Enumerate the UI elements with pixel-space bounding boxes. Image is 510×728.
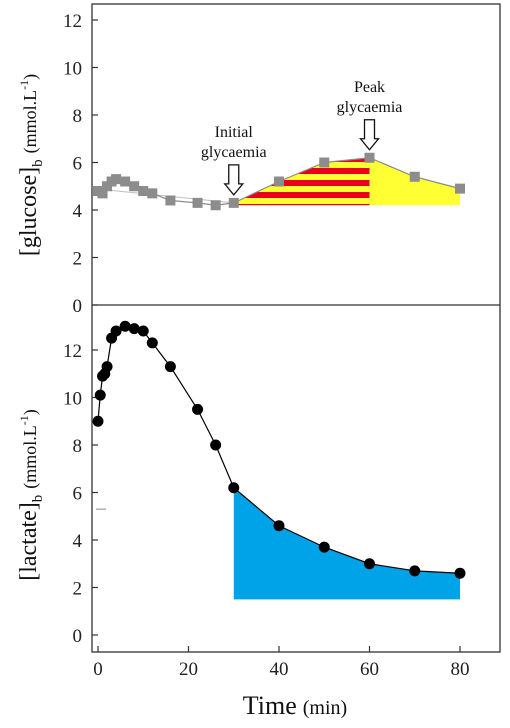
glucose-point (138, 186, 149, 196)
annotation-label-1: glycaemia (337, 99, 403, 116)
lactate-point (273, 520, 285, 532)
annotation-label-1: Peak (354, 79, 385, 96)
lactate-ytick-label: 2 (73, 579, 83, 600)
lactate-point (164, 361, 176, 373)
lactate-ytick-label: 6 (73, 484, 83, 505)
glucose-area-striped (233, 157, 370, 206)
glucose-ytick-label: 6 (73, 154, 83, 175)
lactate-y-axis-title-units: (mmol.L (20, 425, 41, 489)
lactate-panel: 0 2 4 6 8 10 12 0 20 40 60 80 (63, 320, 470, 680)
lactate-y-axis-title-sub: b (30, 495, 46, 503)
glucose-baseline-trend (93, 188, 234, 204)
annotation-arrow-1 (359, 119, 380, 151)
lactate-y-axis-title: [lactate]b (mmol.L-1) (16, 409, 46, 581)
lactate-y-axis-title-units-sup: -1 (17, 415, 31, 425)
lactate-point (137, 325, 149, 337)
glucose-ytick-label: 8 (73, 106, 83, 127)
annotation-arrow-0 (223, 164, 245, 196)
glucose-point (364, 152, 375, 163)
glucose-point (192, 197, 203, 208)
glucose-point (210, 200, 221, 211)
x-axis-title: Time (min) (243, 691, 347, 720)
lactate-point (210, 439, 222, 451)
plot-frame (91, 3, 501, 653)
lactate-ytick-label: 10 (63, 389, 82, 410)
lactate-point (119, 320, 131, 332)
lactate-point (128, 323, 140, 335)
glucose-panel: 0 2 4 6 8 10 12 Initial glycaemia Peak glycaemia (63, 11, 465, 317)
glucose-point (319, 157, 330, 168)
annotation-label-0: glycaemia (201, 144, 267, 161)
glucose-point (455, 183, 465, 194)
glucose-point (97, 188, 108, 199)
x-axis-title-main: Time (243, 691, 297, 720)
lactate-point (110, 325, 122, 337)
xtick-label: 40 (270, 659, 289, 680)
lactate-point (94, 389, 106, 401)
lactate-y-axis-title-units-close: ) (20, 409, 41, 415)
glucose-point (120, 176, 131, 187)
xtick-label: 0 (93, 659, 103, 680)
glucose-point (228, 197, 239, 208)
glucose-y-axis-title-main: [glucose] (16, 167, 42, 256)
glucose-ytick-label: 0 (73, 296, 83, 317)
lactate-point (101, 361, 113, 373)
glucose-y-axis-title-units-close: ) (20, 74, 41, 80)
lactate-point (192, 403, 204, 415)
glucose-ytick-label: 2 (73, 249, 83, 270)
glucose-y-axis-title-sub: b (30, 159, 46, 167)
glucose-point (129, 181, 140, 192)
lactate-point (409, 565, 421, 577)
lactate-point (364, 558, 375, 570)
xtick-label: 80 (451, 659, 470, 680)
glucose-ytick-label: 4 (73, 201, 83, 222)
lactate-ytick-label: 0 (73, 626, 83, 647)
glucose-y-axis-title: [glucose]b (mmol.L-1) (16, 74, 46, 256)
lactate-point (92, 415, 104, 427)
glucose-point (111, 174, 122, 185)
glucose-point (274, 176, 284, 187)
glucose-ytick-label: 12 (63, 11, 82, 32)
glucose-point (165, 195, 176, 206)
glucose-point (409, 171, 420, 182)
lactate-point (146, 337, 158, 349)
lactate-point (454, 567, 466, 579)
xtick-label: 60 (360, 659, 379, 680)
glucose-ytick-label: 10 (63, 59, 82, 80)
axis-labels: [glucose]b(mmol.L-1)[lactate]b(mmol.L-1)… (16, 3, 501, 720)
annotation-label-0: Initial (215, 124, 254, 141)
lactate-point (228, 482, 240, 494)
lactate-ytick-label: 8 (73, 436, 83, 457)
x-axis-title-units: (min) (303, 697, 347, 719)
lactate-y-axis-title-main: [lactate] (16, 502, 42, 581)
glucose-y-axis-title-units-sup: -1 (17, 80, 31, 90)
lactate-area-blue (233, 487, 460, 600)
xtick-label: 20 (179, 659, 198, 680)
glucose-point (147, 188, 158, 199)
lactate-ytick-label: 4 (73, 531, 83, 552)
lactate-ytick-label: 12 (63, 341, 82, 362)
lactate-point (318, 541, 330, 553)
glucose-y-axis-title-units: (mmol.L (20, 90, 41, 154)
